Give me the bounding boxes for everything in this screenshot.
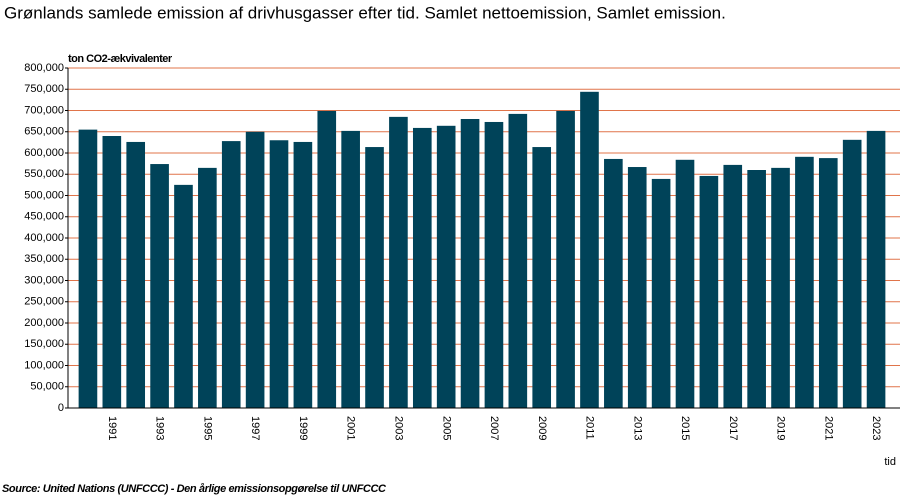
bar	[866, 130, 886, 408]
x-tick-label: 2023	[870, 416, 882, 440]
bar	[269, 140, 289, 408]
x-tick-label: 2005	[440, 416, 452, 440]
x-tick-label: 1997	[249, 416, 261, 440]
y-tick-label: 400,000	[24, 232, 64, 244]
bar	[174, 184, 193, 408]
y-tick-label: 0	[58, 402, 64, 414]
y-tick-label: 150,000	[24, 338, 64, 350]
bar	[484, 121, 504, 408]
bar	[436, 125, 456, 409]
bar	[842, 139, 862, 408]
chart-title: Grønlands samlede emission af drivhusgas…	[4, 3, 726, 22]
y-tick-label: 650,000	[24, 126, 64, 138]
bar	[412, 127, 432, 409]
y-tick-label: 100,000	[24, 359, 64, 371]
bar	[699, 175, 719, 408]
x-tick-label: 1991	[106, 416, 118, 440]
y-tick-label: 750,000	[24, 83, 64, 95]
bar	[604, 158, 623, 408]
x-tick-label: 2015	[679, 416, 691, 440]
bar	[78, 129, 98, 408]
bar	[221, 141, 241, 408]
bar	[126, 141, 146, 408]
bar	[365, 147, 384, 409]
y-tick-label: 800,000	[24, 62, 64, 74]
y-tick-label: 500,000	[24, 189, 64, 201]
y-tick-label: 600,000	[24, 147, 64, 159]
x-tick-label: 2007	[488, 416, 500, 440]
bar	[460, 119, 480, 408]
y-tick-label: 350,000	[24, 253, 64, 265]
x-tick-label: 2019	[775, 416, 787, 440]
y-tick-label: 200,000	[24, 317, 64, 329]
bar	[818, 158, 838, 408]
y-tick-label: 300,000	[24, 274, 64, 286]
x-tick-label: 2021	[822, 416, 834, 440]
bar	[532, 147, 552, 409]
source: Source: United Nations (UNFCCC) - Den år…	[2, 483, 387, 495]
y-tick-label: 700,000	[24, 104, 64, 116]
y-axis-label: ton CO2-ækvivalenter	[68, 53, 173, 65]
x-tick-label: 2003	[393, 416, 405, 440]
bar	[102, 136, 122, 408]
bar	[747, 170, 766, 408]
x-tick-label: 2011	[584, 416, 596, 440]
bar	[198, 167, 217, 408]
bar	[317, 110, 337, 409]
x-tick-label: 2013	[631, 416, 643, 440]
y-tick-label: 450,000	[24, 211, 64, 223]
bar	[651, 178, 671, 408]
bar	[293, 141, 313, 408]
x-tick-label: 2001	[345, 416, 357, 440]
bar	[723, 164, 743, 408]
x-tick-label: 1999	[297, 416, 309, 440]
bar	[795, 156, 814, 408]
bar	[771, 167, 790, 408]
x-tick-label: 2017	[727, 416, 739, 440]
bar	[580, 91, 599, 409]
bar	[675, 159, 695, 408]
y-tick-label: 250,000	[24, 296, 64, 308]
bar	[245, 131, 265, 408]
bar	[389, 116, 408, 408]
bar	[627, 167, 647, 408]
x-tick-label: 1995	[201, 416, 213, 440]
x-tick-label: 2009	[536, 416, 548, 440]
y-tick-label: 550,000	[24, 168, 64, 180]
y-tick-label: 50,000	[30, 381, 64, 393]
x-axis-label: tid	[884, 456, 896, 468]
bar	[341, 130, 360, 408]
bar	[556, 110, 575, 409]
bar	[508, 113, 528, 409]
x-tick-label: 1993	[154, 416, 166, 440]
bar	[150, 164, 169, 408]
